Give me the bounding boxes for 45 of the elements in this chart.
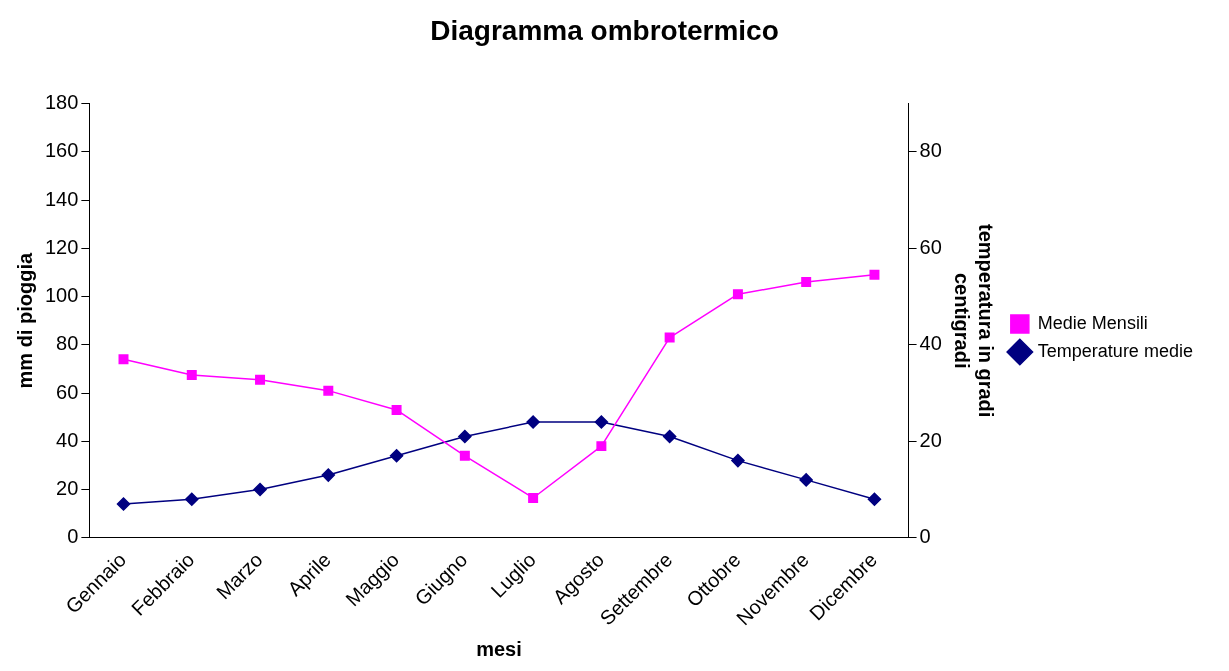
y-tick-label: 140: [44, 187, 79, 210]
y2-tick-label: 20: [919, 428, 942, 451]
y2-tick-label: 0: [919, 525, 931, 548]
point: [662, 429, 677, 444]
point: [186, 369, 197, 380]
legend-label: Medie Mensili: [1037, 312, 1148, 333]
point: [664, 332, 675, 343]
y-tick-label: 100: [44, 284, 79, 307]
y2-tick-label: 60: [919, 235, 942, 258]
point: [391, 404, 402, 415]
point: [253, 482, 267, 497]
point: [118, 354, 129, 365]
chart-title: Diagramma ombrotermico: [430, 14, 779, 46]
y2-tick-label: 80: [919, 139, 942, 162]
y-tick-label: 80: [56, 332, 79, 355]
x-axis-title: mesi: [476, 637, 522, 660]
point: [594, 415, 609, 429]
y-tick-label: 160: [44, 139, 79, 162]
point: [731, 453, 745, 468]
point: [185, 492, 199, 506]
point: [801, 277, 812, 288]
y-tick-label: 180: [44, 91, 79, 114]
point: [458, 429, 472, 444]
point: [459, 450, 470, 461]
point: [596, 441, 607, 452]
y2-tick-label: 40: [919, 332, 942, 355]
y-axis-title: mm di pioggia: [13, 252, 36, 389]
y-tick-label: 40: [56, 428, 79, 451]
point: [116, 497, 131, 511]
point: [526, 415, 540, 429]
point: [321, 468, 336, 482]
point: [528, 493, 539, 503]
point: [323, 385, 334, 396]
point: [732, 289, 743, 300]
y-tick-label: 60: [56, 380, 79, 403]
y2-axis-title: temperatura in gradi centigradi: [951, 224, 998, 418]
point: [389, 449, 404, 463]
point: [869, 269, 880, 280]
point: [255, 374, 266, 385]
y-tick-label: 0: [67, 525, 79, 548]
point: [799, 473, 813, 487]
legend-label: Temperature medie: [1037, 340, 1193, 361]
y-tick-label: 20: [56, 477, 79, 500]
y-tick-label: 120: [44, 235, 79, 258]
point: [867, 492, 882, 506]
